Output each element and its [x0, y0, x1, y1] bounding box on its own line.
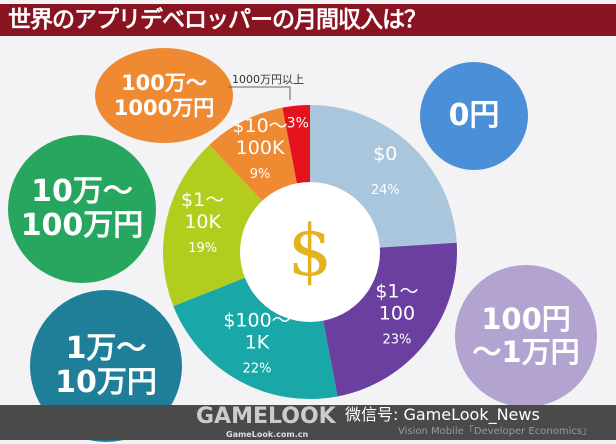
- slice-label-1: $1～: [375, 280, 418, 302]
- slice-label-4: 100K: [236, 137, 285, 159]
- bubble-100k-1m: 10万～ 100万円: [8, 135, 156, 283]
- bubble-100yen-10k: 100円 ～1万円: [455, 265, 597, 407]
- source-credit: Vision Mobile「Developer Economics」: [398, 426, 593, 437]
- slice-label-2: $100～: [223, 309, 290, 331]
- dollar-icon: $: [288, 210, 333, 292]
- slice-value-0: 24%: [371, 183, 400, 198]
- slice-value-3: 19%: [188, 241, 217, 256]
- donut-hole: [240, 182, 380, 322]
- slice-label-3: $1～: [181, 189, 224, 211]
- slice-value-5: 3%: [287, 116, 309, 132]
- gamelook-url: GameLook.com.cn: [226, 430, 309, 439]
- slice-label-3: 10K: [184, 211, 221, 233]
- slice-label-2: 1K: [245, 331, 270, 353]
- bubble-1m-10m: 100万～ 1000万円: [95, 48, 233, 143]
- slice-label-4: $10～: [232, 115, 287, 137]
- wechat-id: 微信号: GameLook_News: [345, 405, 540, 424]
- gamelook-logo: GAMELOOK: [196, 404, 336, 429]
- slice-label-0: $0: [373, 143, 397, 165]
- page-title: 世界のアプリデベロッパーの月間収入は？: [0, 4, 616, 36]
- footer-bar: GAMELOOK GameLook.com.cn 微信号: GameLook_N…: [0, 405, 616, 440]
- callout-label: 1000万円以上: [232, 73, 304, 86]
- callout-leader: [228, 86, 291, 100]
- bubble-0yen: 0円: [420, 62, 528, 170]
- slice-value-2: 22%: [243, 361, 272, 376]
- slice-value-1: 23%: [382, 332, 411, 347]
- slice-label-1: 100: [379, 302, 415, 324]
- slice-value-4: 9%: [250, 167, 271, 182]
